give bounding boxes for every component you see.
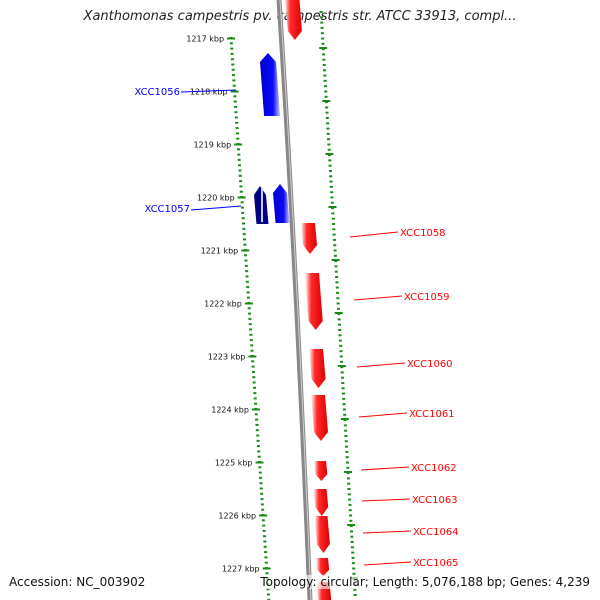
scale-labels: 1217 kbp 1218 kbp 1219 kbp 1220 kbp 1221 kbp… [186,35,259,574]
gene-label-xcc1056[interactable]: XCC1056 [134,87,180,98]
gene-arrow-xcc1059[interactable] [305,273,323,330]
gene-label-xcc1065[interactable]: XCC1065 [413,558,459,569]
leader-line [353,295,403,301]
tick-label: 1217 kbp [186,35,224,44]
gene-label-xcc1064[interactable]: XCC1064 [413,527,459,538]
gene-labels[interactable]: XCC1056 XCC1057 XCC1058 XCC1059 XCC1060 XCC10… [134,87,458,569]
tick-label: 1218 kbp [190,88,228,97]
leader-line [361,498,411,502]
leader-line [362,530,412,534]
tick-label: 1224 kbp [211,406,249,415]
gene-arrow-xcc1064[interactable] [314,516,330,553]
tick-label: 1227 kbp [222,565,260,574]
gene-label-xcc1058[interactable]: XCC1058 [400,228,446,239]
tick-label: 1225 kbp [215,459,253,468]
gene-arrow-xcc1063[interactable] [313,489,329,516]
gene-label-xcc1063[interactable]: XCC1063 [412,495,458,506]
accession-label: Accession: NC_003902 [9,575,146,589]
gene-features[interactable] [254,0,332,600]
gene-label-xcc1061[interactable]: XCC1061 [409,409,455,420]
leader-line [363,561,412,566]
leader-line [180,89,237,93]
leader-line [356,362,406,368]
tick-label: 1223 kbp [208,353,246,362]
gene-arrow-xcc1060[interactable] [309,349,326,388]
gene-arrow-xcc1065[interactable] [316,558,330,576]
gene-label-xcc1062[interactable]: XCC1062 [411,463,457,474]
tick-label: 1222 kbp [204,300,242,309]
leader-line [190,205,242,211]
gene-arrow-xcc1058[interactable] [301,223,318,254]
tick-label: 1226 kbp [218,512,256,521]
gene-label-xcc1057[interactable]: XCC1057 [144,204,190,215]
tick-label: 1219 kbp [193,141,231,150]
tick-label: 1221 kbp [201,247,239,256]
gene-highlight [261,188,263,222]
gene-arrow-xcc1062[interactable] [314,461,328,481]
leader-line [358,412,408,418]
genome-backbone [276,0,313,600]
leader-line [360,466,410,471]
scale-ticks-outer [319,11,359,596]
gene-leader-lines [180,89,412,566]
gene-label-xcc1060[interactable]: XCC1060 [407,359,453,370]
genome-summary: Topology: circular; Length: 5,076,188 bp… [260,575,590,589]
gene-arrow-partial[interactable] [284,0,302,40]
scale-ticks-inner [227,37,271,600]
gene-label-xcc1059[interactable]: XCC1059 [404,292,450,303]
gene-arrow-xcc1056[interactable] [260,53,281,116]
genome-backbone-highlight [279,0,312,600]
gene-arrow-xcc1057-b[interactable] [273,184,290,223]
gene-arrow-xcc1061[interactable] [311,395,328,441]
tick-label: 1220 kbp [197,194,235,203]
topology-text: Topology: circular; Length: 5,076,188 bp… [260,575,590,589]
leader-line [349,231,399,238]
